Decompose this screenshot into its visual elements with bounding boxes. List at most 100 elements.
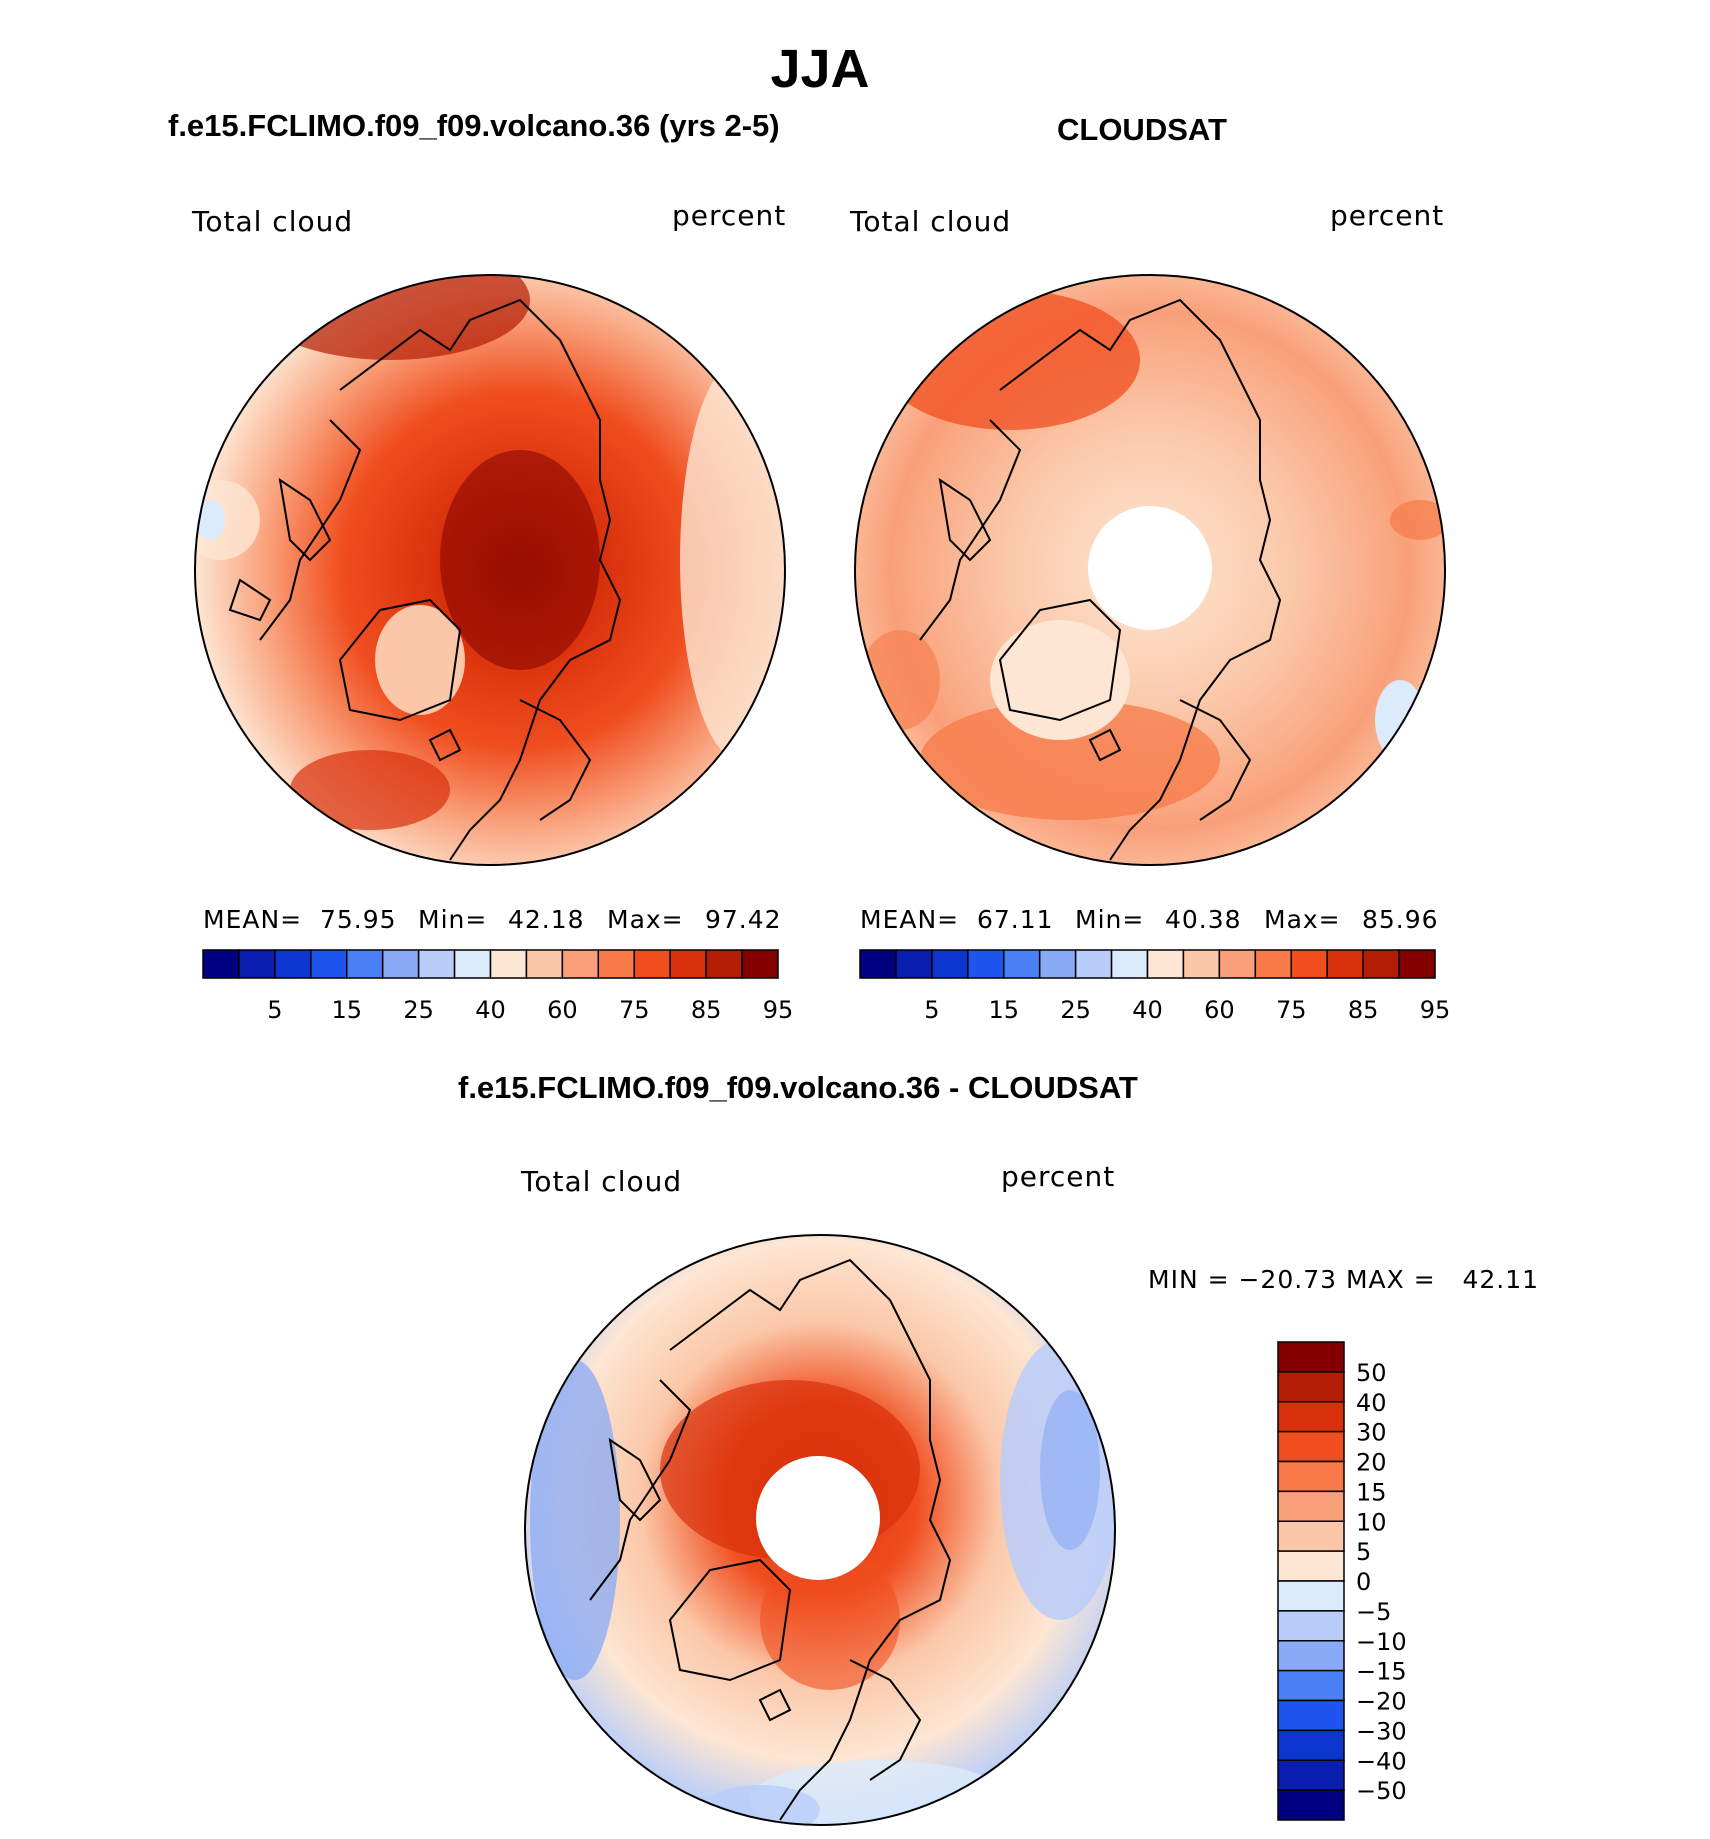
model-colorbar-tick-label: 85 bbox=[691, 996, 722, 1024]
diff-colorbar-box bbox=[1277, 1401, 1345, 1433]
diff-colorbar-tick-label: −15 bbox=[1356, 1658, 1407, 1686]
diff-colorbar-tick-label: 40 bbox=[1356, 1389, 1387, 1417]
model-colorbar: 5 15 25 40 60 75 85 95 bbox=[202, 949, 794, 1024]
diff-colorbar-tick-label: −50 bbox=[1356, 1777, 1407, 1805]
obs-colorbar-box bbox=[967, 949, 1005, 979]
diff-colorbar-tick-label: 0 bbox=[1356, 1568, 1371, 1596]
diff-colorbar-box bbox=[1277, 1699, 1345, 1732]
diff-colorbar-box bbox=[1277, 1610, 1345, 1642]
model-units-label: percent bbox=[672, 199, 787, 232]
model-colorbar-box bbox=[597, 949, 635, 979]
model-colorbar-tick-label: 60 bbox=[547, 996, 578, 1024]
diff-colorbar-box bbox=[1277, 1580, 1345, 1612]
obs-colorbar-box bbox=[1182, 949, 1221, 979]
obs-colorbar-tick-label: 5 bbox=[924, 996, 939, 1024]
diff-colorbar-tick-label: 50 bbox=[1356, 1359, 1387, 1387]
obs-colorbar-box bbox=[1362, 949, 1400, 979]
model-colorbar-box bbox=[310, 949, 348, 979]
obs-max-value: 85.96 bbox=[1362, 905, 1439, 934]
diff-colorbar-tick-label: 10 bbox=[1356, 1508, 1387, 1536]
model-colorbar-tick-label: 40 bbox=[475, 996, 506, 1024]
diff-minmax-label: MIN = −20.73 MAX = 42.11 bbox=[1148, 1265, 1540, 1294]
diff-colorbar-box bbox=[1277, 1789, 1345, 1821]
model-mean-value: 75.95 bbox=[320, 905, 397, 934]
diff-colorbar-box bbox=[1277, 1371, 1345, 1403]
obs-colorbar-box bbox=[1003, 949, 1041, 979]
obs-panel-title: CLOUDSAT bbox=[1057, 112, 1227, 147]
diff-colorbar-box bbox=[1277, 1460, 1345, 1493]
obs-min-value: 40.38 bbox=[1165, 905, 1242, 934]
diff-colorbar-tick-label: 5 bbox=[1356, 1538, 1371, 1566]
model-colorbar-tick-label: 15 bbox=[331, 996, 362, 1024]
model-max-label: Max= bbox=[607, 905, 684, 934]
obs-colorbar-box bbox=[895, 949, 933, 979]
model-colorbar-tick-label: 25 bbox=[403, 996, 434, 1024]
model-min-value: 42.18 bbox=[508, 905, 585, 934]
main-title: JJA bbox=[770, 39, 870, 99]
model-panel-title: f.e15.FCLIMO.f09_f09.volcano.36 (yrs 2-5… bbox=[168, 108, 780, 143]
obs-colorbar-box bbox=[1074, 949, 1113, 979]
diff-colorbar-tick-label: 15 bbox=[1356, 1478, 1387, 1506]
obs-colorbar-box bbox=[1146, 949, 1185, 979]
diff-colorbar-tick-label: −20 bbox=[1356, 1688, 1407, 1716]
model-variable-label: Total cloud bbox=[192, 205, 354, 238]
model-colorbar-box bbox=[669, 949, 707, 979]
obs-colorbar-tick-label: 40 bbox=[1132, 996, 1163, 1024]
obs-min-label: Min= bbox=[1075, 905, 1145, 934]
model-colorbar-box bbox=[346, 949, 384, 979]
diff-colorbar-box bbox=[1277, 1729, 1345, 1761]
model-colorbar-box bbox=[238, 949, 276, 979]
diff-colorbar-box bbox=[1277, 1341, 1345, 1373]
diff-colorbar-box bbox=[1277, 1550, 1345, 1582]
diff-colorbar-box bbox=[1277, 1640, 1345, 1672]
obs-units-label: percent bbox=[1330, 199, 1445, 232]
model-colorbar-box bbox=[274, 949, 312, 979]
obs-mean-label: MEAN= bbox=[860, 905, 960, 934]
model-colorbar-tick-label: 95 bbox=[763, 996, 794, 1024]
model-mean-label: MEAN= bbox=[203, 905, 303, 934]
model-colorbar-box bbox=[489, 949, 528, 979]
obs-colorbar-box bbox=[859, 949, 897, 979]
diff-colorbar-tick-label: −10 bbox=[1356, 1628, 1407, 1656]
model-colorbar-box bbox=[453, 949, 492, 979]
obs-colorbar-box bbox=[931, 949, 969, 979]
model-colorbar-tick-label: 5 bbox=[267, 996, 282, 1024]
obs-colorbar-tick-label: 75 bbox=[1276, 996, 1307, 1024]
diff-colorbar-box bbox=[1277, 1430, 1345, 1463]
diff-colorbar-tick-label: −30 bbox=[1356, 1717, 1407, 1745]
diff-colorbar-box bbox=[1277, 1759, 1345, 1791]
model-colorbar-box bbox=[741, 949, 779, 979]
obs-colorbar-tick-label: 25 bbox=[1060, 996, 1091, 1024]
obs-colorbar-tick-label: 60 bbox=[1204, 996, 1235, 1024]
model-max-value: 97.42 bbox=[705, 905, 782, 934]
obs-colorbar-box bbox=[1254, 949, 1292, 979]
diff-colorbar-box bbox=[1277, 1520, 1345, 1552]
model-colorbar-box bbox=[525, 949, 564, 979]
diff-units-label: percent bbox=[1001, 1160, 1116, 1193]
diff-panel-title: f.e15.FCLIMO.f09_f09.volcano.36 - CLOUDS… bbox=[458, 1070, 1138, 1105]
model-colorbar-box bbox=[633, 949, 671, 979]
obs-colorbar-tick-label: 15 bbox=[988, 996, 1019, 1024]
diff-colorbar-tick-label: −40 bbox=[1356, 1747, 1407, 1775]
obs-colorbar-tick-label: 85 bbox=[1348, 996, 1379, 1024]
model-polar-map bbox=[194, 274, 786, 866]
obs-max-label: Max= bbox=[1264, 905, 1341, 934]
obs-colorbar-box bbox=[1326, 949, 1364, 979]
obs-colorbar-box bbox=[1038, 949, 1077, 979]
model-colorbar-box bbox=[705, 949, 743, 979]
diff-colorbar-tick-label: 30 bbox=[1356, 1419, 1387, 1447]
obs-polar-map bbox=[854, 274, 1446, 866]
obs-colorbar-box bbox=[1398, 949, 1436, 979]
obs-colorbar-box bbox=[1218, 949, 1257, 979]
model-colorbar-box bbox=[561, 949, 600, 979]
model-colorbar-box bbox=[417, 949, 456, 979]
obs-colorbar-box bbox=[1110, 949, 1149, 979]
diff-polar-map bbox=[524, 1234, 1116, 1826]
diff-variable-label: Total cloud bbox=[521, 1165, 683, 1198]
obs-colorbar-box bbox=[1290, 949, 1328, 979]
obs-colorbar-tick-label: 95 bbox=[1420, 996, 1451, 1024]
diff-colorbar-box bbox=[1277, 1669, 1345, 1702]
diff-colorbar-tick-label: −5 bbox=[1356, 1598, 1391, 1626]
obs-mean-value: 67.11 bbox=[977, 905, 1054, 934]
